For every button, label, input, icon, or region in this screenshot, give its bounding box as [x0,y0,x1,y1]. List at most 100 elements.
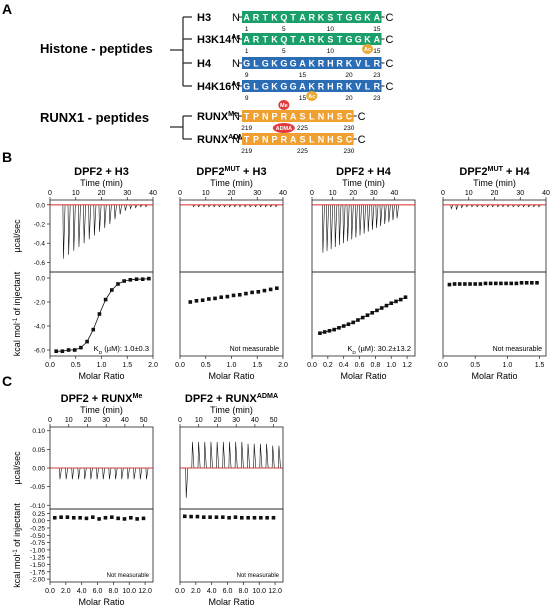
runx-group-label: RUNX1 - peptides [40,110,149,125]
binding-point [135,517,139,521]
panel-label-b: B [2,149,12,165]
residue: P [253,112,259,122]
ratio-tick-label: 12.0 [268,588,282,595]
time-tick-label: 50 [270,417,278,424]
n-terminus-label: N [232,12,240,24]
time-tick-label: 10 [72,190,80,197]
residue: L [309,112,315,122]
binding-point [233,515,238,519]
peptide-name: RUNXMe [197,110,238,123]
residue: R [336,82,343,92]
binding-point [97,312,102,316]
molar-ratio-label: Molar Ratio [208,597,254,605]
time-tick-label: 20 [228,190,236,197]
time-tick-label: 0 [178,417,182,424]
residue: S [327,13,333,23]
residue: R [309,13,316,23]
binding-point [524,281,529,285]
binding-point [52,515,57,520]
time-tick-label: 20 [84,417,92,424]
chart-title: DPF2MUT + H3 [196,165,266,178]
binding-point [66,348,71,352]
time-tick-label: 30 [516,190,524,197]
kcal-axis-label: kcal mol-1 of injectant [12,503,22,588]
binding-point [91,327,96,332]
residue: R [281,112,288,122]
residue-number: 230 [344,125,355,132]
residue: S [337,135,343,145]
panel-label-a: A [2,1,12,17]
residue-number: 10 [327,48,335,55]
kcal-tick-label: -1.50 [30,562,45,569]
residue-number: 15 [299,95,307,102]
modification-label: Ac [364,47,371,53]
kcal-tick-label: 0.00 [32,518,45,525]
binding-point [452,282,457,286]
binding-point [84,516,89,521]
ratio-tick-label: 6.0 [93,588,103,595]
binding-point [535,281,539,285]
residue-number: 9 [245,95,249,102]
binding-point [250,290,254,295]
residue-number: 5 [282,26,286,33]
time-axis-label: Time (min) [342,178,385,188]
residue-number: 23 [373,95,381,102]
raw-trace [180,204,283,208]
residue: G [280,82,287,92]
peptide-name: RUNXADMA [197,133,250,146]
residue: V [355,59,361,69]
residue: K [271,82,278,92]
binding-point [97,517,101,521]
ratio-tick-label: 1.2 [402,362,412,369]
binding-point [318,331,322,335]
residue: P [272,135,278,145]
time-tick-label: 20 [491,190,499,197]
panel-label-c: C [2,373,12,389]
residue: A [299,82,306,92]
fit-curve [56,278,149,352]
binding-point [194,299,199,303]
residue-number: 219 [241,148,252,155]
time-tick-label: 10 [202,190,210,197]
ucal-tick-label: -0.05 [30,484,45,491]
time-tick-label: 30 [370,190,378,197]
time-tick-label: 50 [140,417,148,424]
binding-point [71,515,76,520]
peptide-bar [242,33,382,45]
time-tick-label: 10 [465,190,473,197]
time-axis-label: Time (min) [80,178,123,188]
n-terminus-label: N [232,81,240,93]
binding-point [141,516,146,521]
binding-point [337,326,341,330]
binding-point [207,297,211,301]
molar-ratio-label: Molar Ratio [471,371,517,381]
residue-number: 225 [297,148,308,155]
ratio-tick-label: 0.5 [470,362,480,369]
binding-point [79,345,83,350]
binding-point [463,282,467,286]
binding-point [256,290,261,294]
ucal-tick-label: 0.10 [32,428,45,435]
time-tick-label: 40 [251,417,259,424]
residue: H [327,82,334,92]
ratio-tick-label: 1.5 [122,362,132,369]
not-measurable-note: Not measurable [107,573,150,579]
binding-point [457,282,462,286]
binding-point [103,297,108,302]
molar-ratio-label: Molar Ratio [340,371,386,381]
binding-point [519,281,524,285]
time-tick-label: 40 [121,417,129,424]
binding-point [262,288,267,293]
residue: H [327,112,334,122]
kcal-tick-label: -6.0 [34,348,46,355]
residue: H [327,135,334,145]
ratio-tick-label: 0.0 [307,362,317,369]
modification-marker [362,44,374,54]
ratio-tick-label: 10.0 [122,588,136,595]
binding-point [389,301,394,305]
time-tick-label: 10 [65,417,73,424]
chart-title: DPF2 + H3 [74,166,129,178]
residue: R [281,135,288,145]
peptide-bar [242,110,354,122]
